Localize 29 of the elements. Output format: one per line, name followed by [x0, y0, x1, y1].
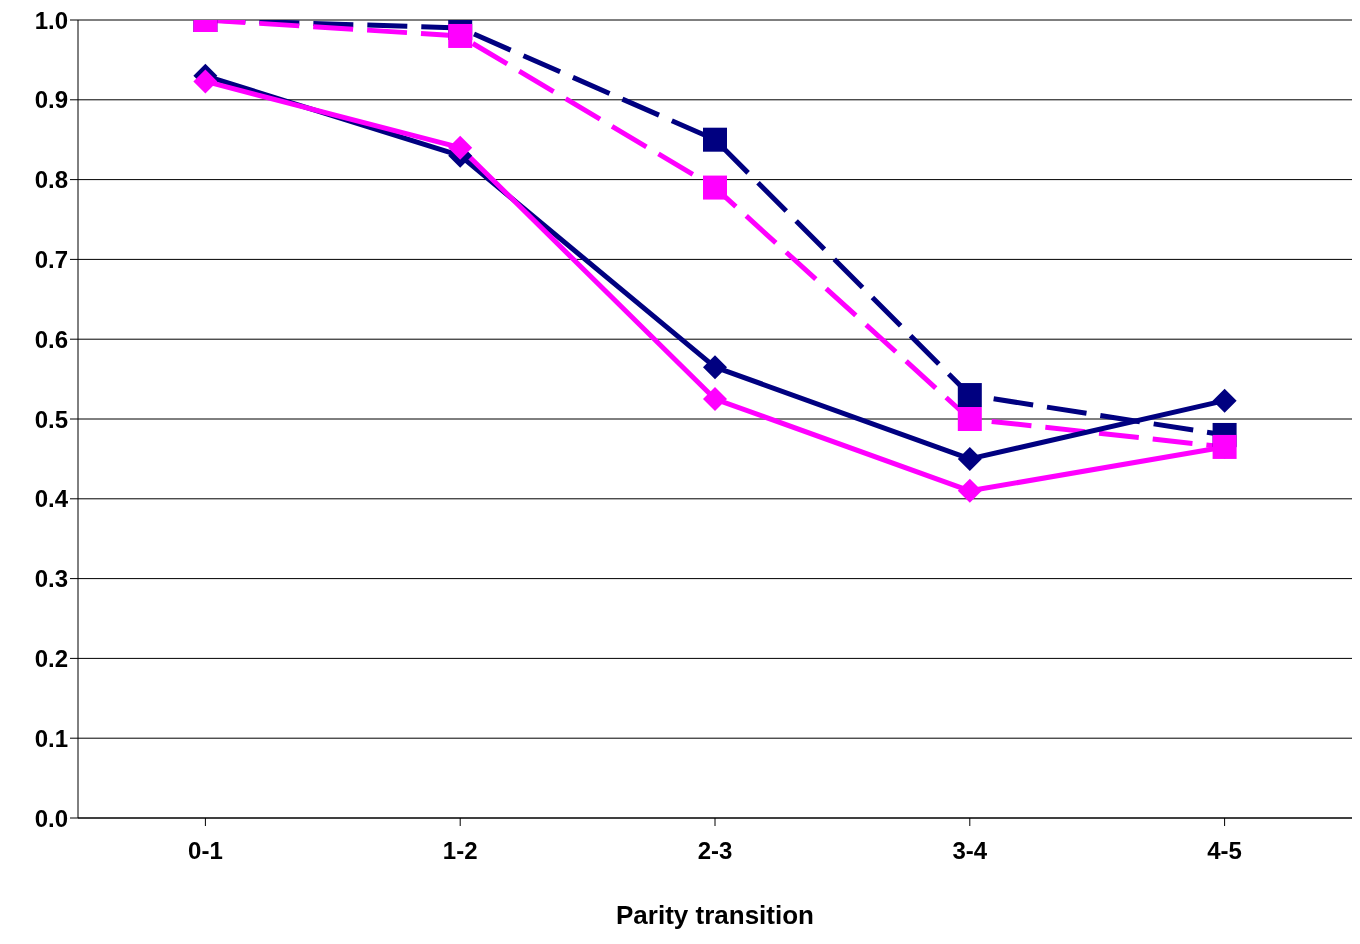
y-tick-label: 0.2 [34, 644, 68, 672]
point [703, 387, 727, 412]
point [703, 127, 727, 152]
point [193, 69, 218, 94]
x-tick-label: 2-3 [697, 837, 733, 865]
point [703, 355, 727, 380]
y-tick-label: 0.1 [34, 724, 68, 752]
point [1212, 388, 1237, 413]
y-tick-label: 0.6 [34, 325, 68, 353]
x-tick-label: 4-5 [1207, 837, 1242, 865]
y-tick-label: 1.0 [34, 6, 68, 34]
y-tick-label: 0.5 [34, 405, 68, 433]
y-tick-label: 0.9 [34, 86, 68, 114]
x-tick-label: 0-1 [188, 837, 223, 865]
point [957, 407, 982, 431]
y-tick-label: 0.3 [34, 565, 68, 593]
point [957, 446, 982, 471]
point [448, 135, 473, 160]
x-axis-title: Parity transition [616, 900, 814, 930]
y-tick-label: 0.7 [34, 245, 68, 273]
point [703, 175, 727, 200]
y-tick-label: 0.8 [34, 166, 68, 194]
y-tick-label: 0.0 [34, 804, 68, 832]
y-tick-label: 0.4 [34, 485, 69, 513]
point [448, 23, 473, 48]
point [957, 478, 982, 503]
x-tick-label: 1-2 [442, 837, 478, 865]
point [957, 383, 982, 408]
x-tick-label: 3-4 [952, 837, 988, 865]
